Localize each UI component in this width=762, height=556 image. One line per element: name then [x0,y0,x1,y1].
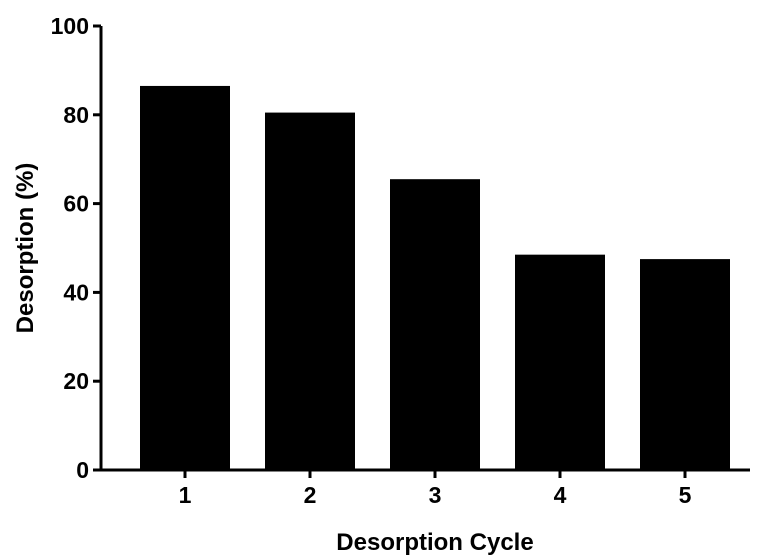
y-tick-label: 60 [63,191,89,217]
x-tick-label: 5 [679,482,692,508]
y-tick-label: 80 [63,102,89,128]
bar-1 [140,85,230,470]
x-axis-ticks: 1 2 3 4 5 [179,470,692,508]
y-tick-label: 0 [76,457,89,483]
x-tick-label: 2 [304,482,317,508]
bar-5 [640,259,730,470]
y-tick-label: 40 [63,279,89,305]
bar-4 [515,254,605,470]
y-axis-title: Desorption (%) [12,163,39,334]
x-tick-label: 1 [179,482,192,508]
x-axis-title: Desorption Cycle [336,529,533,556]
y-axis-ticks: 0 20 40 60 80 100 [51,13,101,483]
x-tick-label: 3 [429,482,442,508]
x-tick-label: 4 [554,482,567,508]
bar-2 [265,112,355,470]
y-tick-label: 100 [51,13,89,39]
bar-3 [390,179,480,470]
y-tick-label: 20 [63,368,89,394]
bars [140,85,730,470]
